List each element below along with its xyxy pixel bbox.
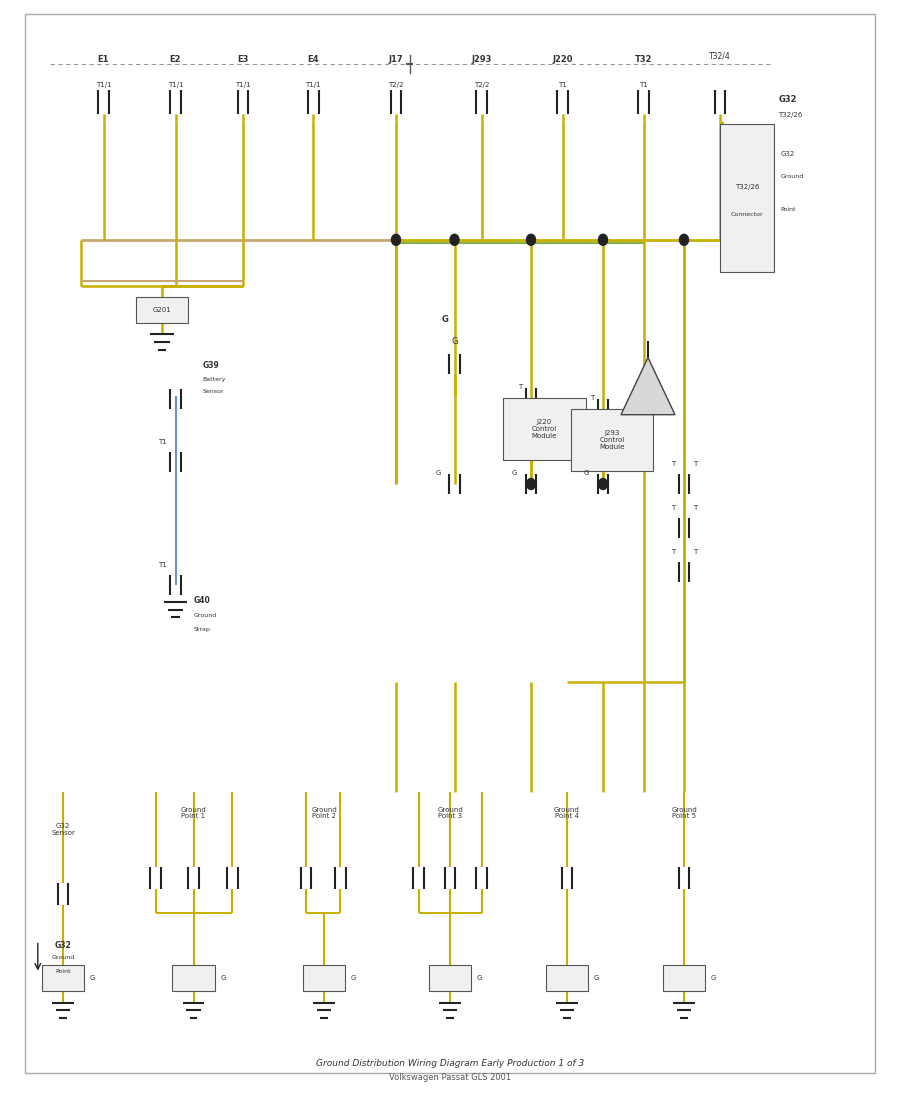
Text: Connector: Connector xyxy=(731,212,763,217)
Text: T2/2: T2/2 xyxy=(388,82,404,88)
Text: T32/26: T32/26 xyxy=(778,112,803,119)
FancyBboxPatch shape xyxy=(42,965,85,991)
Circle shape xyxy=(598,478,608,490)
Text: T: T xyxy=(590,395,594,402)
Text: G: G xyxy=(442,315,449,323)
Circle shape xyxy=(526,478,536,490)
Text: T: T xyxy=(693,461,698,468)
FancyBboxPatch shape xyxy=(571,408,653,471)
Text: Ground
Point 3: Ground Point 3 xyxy=(437,806,463,820)
Circle shape xyxy=(526,234,536,245)
Text: G: G xyxy=(351,975,356,981)
FancyBboxPatch shape xyxy=(137,297,188,323)
Text: J220: J220 xyxy=(553,55,572,64)
Text: G40: G40 xyxy=(194,596,211,605)
Text: T1: T1 xyxy=(158,562,166,569)
Text: Ground: Ground xyxy=(781,174,804,178)
Polygon shape xyxy=(621,358,675,415)
Text: Ground
Point 2: Ground Point 2 xyxy=(311,806,337,820)
Text: T: T xyxy=(693,505,698,512)
Text: T32/26: T32/26 xyxy=(734,184,760,190)
Text: G: G xyxy=(477,975,482,981)
Text: T1: T1 xyxy=(158,439,166,446)
Text: Sensor: Sensor xyxy=(202,389,224,394)
Text: T: T xyxy=(670,461,675,468)
Text: J17: J17 xyxy=(389,55,403,64)
Text: G201: G201 xyxy=(153,307,171,314)
Text: Ground
Point 5: Ground Point 5 xyxy=(671,806,697,820)
Text: T: T xyxy=(670,505,675,512)
Text: T1: T1 xyxy=(639,82,648,88)
Text: G: G xyxy=(584,470,590,476)
Text: G: G xyxy=(90,975,95,981)
FancyBboxPatch shape xyxy=(503,397,586,460)
Text: Ground: Ground xyxy=(51,955,75,960)
Circle shape xyxy=(392,234,400,245)
Text: E2: E2 xyxy=(170,55,181,64)
FancyBboxPatch shape xyxy=(428,965,472,991)
Circle shape xyxy=(450,234,459,245)
Text: G32
Sensor: G32 Sensor xyxy=(51,823,75,836)
Text: T1: T1 xyxy=(558,82,567,88)
Text: G32: G32 xyxy=(781,151,795,157)
Text: G: G xyxy=(220,975,226,981)
FancyBboxPatch shape xyxy=(173,965,214,991)
FancyBboxPatch shape xyxy=(545,965,589,991)
Text: J293
Control
Module: J293 Control Module xyxy=(599,430,625,450)
Circle shape xyxy=(598,234,608,245)
Text: Ground: Ground xyxy=(194,613,217,618)
FancyBboxPatch shape xyxy=(662,965,706,991)
Text: Ground
Point 4: Ground Point 4 xyxy=(554,806,580,820)
Text: Point: Point xyxy=(781,207,797,211)
Text: G: G xyxy=(711,975,716,981)
Text: Ground Distribution Wiring Diagram Early Production 1 of 3: Ground Distribution Wiring Diagram Early… xyxy=(316,1059,584,1068)
Text: E4: E4 xyxy=(308,55,319,64)
Text: G: G xyxy=(594,975,599,981)
Text: G: G xyxy=(436,470,441,476)
Text: G: G xyxy=(451,337,458,345)
Text: E1: E1 xyxy=(98,55,109,64)
Text: T2/2: T2/2 xyxy=(473,82,490,88)
Text: Strap: Strap xyxy=(194,627,211,632)
Text: G39: G39 xyxy=(202,361,220,370)
Text: T1/1: T1/1 xyxy=(95,82,112,88)
FancyBboxPatch shape xyxy=(302,965,345,991)
Text: T: T xyxy=(670,549,675,556)
Text: Volkswagen Passat GLS 2001: Volkswagen Passat GLS 2001 xyxy=(389,1074,511,1082)
Text: T1/1: T1/1 xyxy=(167,82,184,88)
Text: E3: E3 xyxy=(238,55,248,64)
Text: J293: J293 xyxy=(472,55,491,64)
Text: G: G xyxy=(512,470,517,476)
FancyBboxPatch shape xyxy=(721,124,773,272)
Text: T1/1: T1/1 xyxy=(235,82,251,88)
Circle shape xyxy=(680,234,688,245)
Text: Ground
Point 1: Ground Point 1 xyxy=(181,806,206,820)
Text: Battery: Battery xyxy=(202,377,226,382)
Text: J220
Control
Module: J220 Control Module xyxy=(532,419,557,439)
Text: T32: T32 xyxy=(634,55,652,64)
Text: G32: G32 xyxy=(778,95,797,103)
Text: T32/4: T32/4 xyxy=(709,52,731,60)
Text: T1/1: T1/1 xyxy=(305,82,321,88)
Text: T: T xyxy=(693,549,698,556)
Text: T: T xyxy=(518,384,522,390)
Text: Point: Point xyxy=(55,969,71,975)
Text: G32: G32 xyxy=(55,940,71,949)
